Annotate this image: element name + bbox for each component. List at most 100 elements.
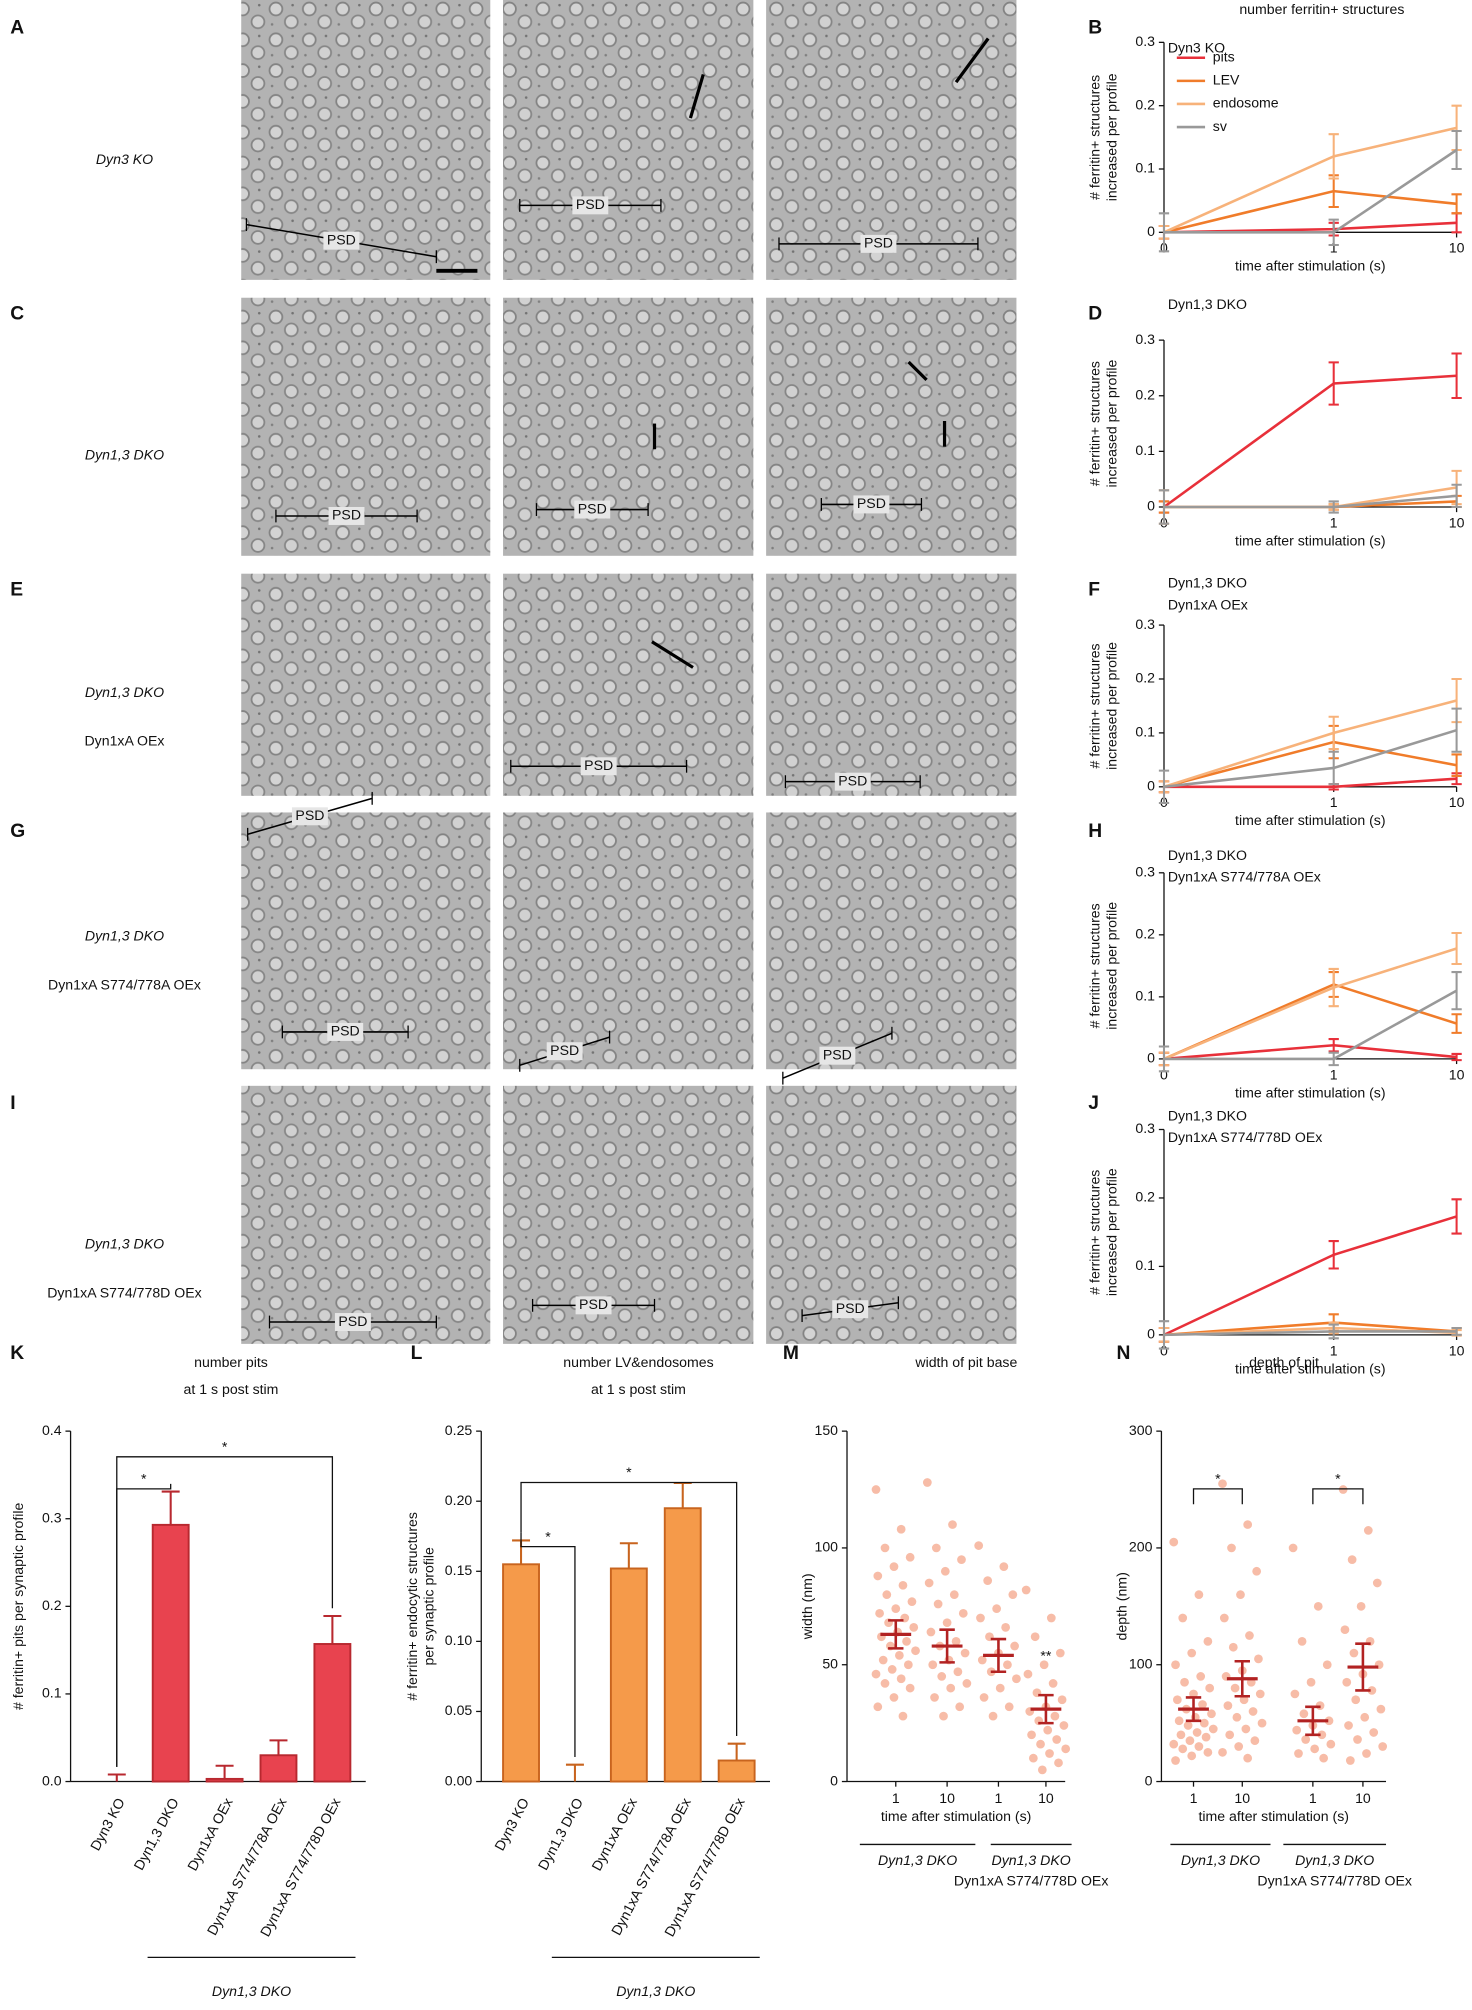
data-point: [1050, 1711, 1060, 1721]
psd-label: PSD: [338, 1313, 367, 1329]
micrograph-shade: [241, 0, 491, 280]
error-bar: [1451, 193, 1462, 215]
y-tick-label: 0.2: [1135, 386, 1155, 402]
chart-dot: 0 50 100 150 width (nm) width of pit base 1 10 1…: [799, 1354, 1108, 1889]
data-point: [1232, 1712, 1242, 1722]
error-bar: [1451, 931, 1462, 966]
x-tick-label: 10: [1449, 514, 1465, 530]
y-tick-label: 0.20: [445, 1492, 473, 1508]
data-point: [1199, 1718, 1209, 1728]
data-point: [949, 1590, 959, 1600]
data-point: [1292, 1725, 1302, 1735]
data-point: [898, 1711, 908, 1721]
data-point: [940, 1566, 950, 1576]
panel-label: J: [1088, 1093, 1099, 1114]
data-point: [1027, 1730, 1036, 1740]
data-point: [1310, 1744, 1320, 1754]
data-point: [902, 1637, 911, 1646]
micrograph: [766, 812, 1017, 1070]
data-point: [1207, 1709, 1216, 1719]
panel-label: M: [783, 1343, 799, 1364]
data-point: [1322, 1660, 1332, 1670]
data-point: [979, 1693, 989, 1702]
y-tick-label: 0.1: [1135, 724, 1155, 740]
series-line: [1163, 148, 1458, 234]
data-point: [1203, 1637, 1213, 1646]
data-point: [1340, 1625, 1350, 1635]
data-point: [1219, 1613, 1229, 1623]
y-tick-label: 0: [1147, 1326, 1155, 1342]
panel-label: H: [1088, 821, 1102, 842]
error-bar: [1328, 750, 1339, 786]
x-tick-label: Dyn3 KO: [87, 1795, 128, 1853]
error-bar: [673, 1481, 692, 1509]
y-axis-label: # ferritin+ structures: [1087, 75, 1103, 200]
y-axis-label: per synaptic profile: [421, 1547, 437, 1666]
annotation: **: [1040, 1647, 1051, 1663]
error-bar: [1451, 1013, 1462, 1034]
data-point: [1008, 1590, 1018, 1600]
data-point: [1054, 1758, 1063, 1768]
x-axis-label: time after stimulation (s): [1235, 532, 1386, 548]
error-bar: [1451, 483, 1462, 509]
data-point: [1243, 1753, 1253, 1763]
y-tick-label: 0.15: [445, 1562, 473, 1578]
group-label: Dyn1,3 DKO: [1295, 1852, 1374, 1868]
data-point: [1037, 1765, 1047, 1775]
chart-line: 0 0.1 0.2 0.3 # ferritin+ structures increase…: [1087, 296, 1465, 548]
y-tick-label: 100: [814, 1539, 838, 1555]
data-point: [953, 1667, 963, 1677]
data-point: [911, 1646, 920, 1656]
data-point: [1192, 1728, 1202, 1737]
data-point: [960, 1648, 970, 1658]
annotation: Dyn1xA S774/778D OEx: [1168, 1129, 1323, 1145]
y-tick-label: 0.3: [1135, 1120, 1155, 1136]
data-point: [905, 1552, 915, 1562]
data-point: [909, 1622, 919, 1632]
error-bar: [888, 1619, 904, 1650]
psd-label: PSD: [857, 495, 886, 511]
data-point: [931, 1543, 941, 1553]
data-point: [1363, 1526, 1373, 1535]
data-point: [974, 1541, 984, 1550]
psd-label-bg: [328, 506, 365, 525]
data-point: [1180, 1677, 1189, 1687]
panel-label: L: [411, 1343, 423, 1364]
y-tick-label: 0: [830, 1772, 838, 1788]
data-point: [882, 1590, 892, 1600]
data-point: [1189, 1689, 1198, 1699]
data-point: [988, 1711, 998, 1721]
micrograph-shade: [766, 0, 1017, 280]
error-bar: [107, 1773, 126, 1782]
data-point: [1306, 1677, 1316, 1687]
data-point: [1045, 1749, 1054, 1758]
data-point: [1369, 1728, 1379, 1737]
y-tick-label: 0.1: [1135, 442, 1155, 458]
psd-label-bg: [575, 1296, 612, 1315]
psd-label: PSD: [584, 757, 613, 773]
y-tick-label: 0.1: [1135, 1257, 1155, 1273]
chart-title: number ferritin+ structures: [1239, 1, 1404, 17]
group-label: Dyn1,3 DKO: [878, 1852, 957, 1868]
series-line: [1163, 989, 1458, 1061]
data-point: [871, 1485, 881, 1494]
chart-line: 0 0.1 0.2 0.3 # ferritin+ structures increase…: [1087, 1107, 1465, 1376]
psd-label: PSD: [864, 235, 893, 251]
micrograph-shade: [503, 573, 754, 796]
data-point: [955, 1702, 965, 1712]
data-point: [1360, 1712, 1370, 1722]
y-axis-label: increased per profile: [1103, 359, 1119, 487]
arrow: [688, 73, 705, 119]
data-point: [1301, 1735, 1311, 1744]
error-bar: [1328, 500, 1339, 514]
panel-label: E: [10, 579, 23, 600]
chart-title: depth of pit: [1249, 1354, 1319, 1370]
data-point: [1218, 1747, 1227, 1757]
micrograph-shade: [503, 297, 754, 556]
data-point: [977, 1655, 987, 1665]
micrograph-shade: [766, 573, 1017, 796]
psd-label: PSD: [327, 231, 356, 247]
chart-line: 0 0.1 0.2 0.3 # ferritin+ structures increase…: [1087, 1, 1465, 274]
data-point: [875, 1608, 884, 1618]
